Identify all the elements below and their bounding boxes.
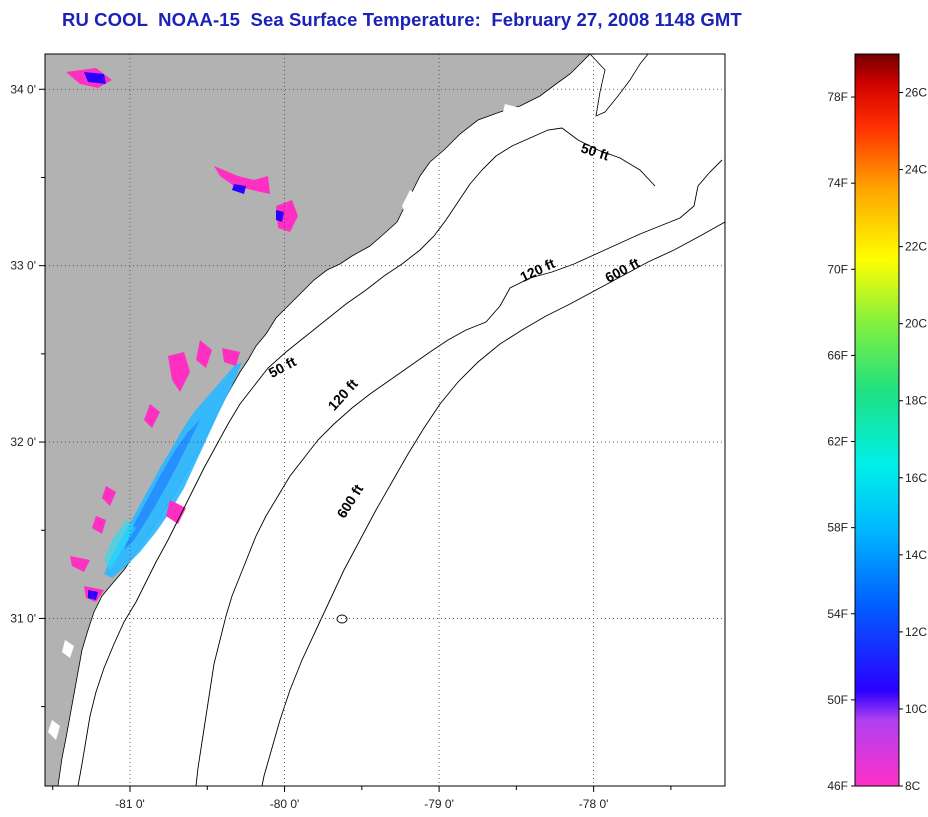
colorbar-f-label: 78F — [827, 90, 848, 104]
colorbar-f-label: 66F — [827, 348, 848, 362]
colorbar-f-label: 58F — [827, 521, 848, 535]
colorbar-c-label: 10C — [905, 702, 927, 716]
contour-120ft — [195, 159, 723, 786]
colorbar-c-label: 14C — [905, 548, 927, 562]
estuary — [503, 104, 520, 116]
colorbar-c-label: 22C — [905, 240, 927, 254]
map-title: RU COOL NOAA-15 Sea Surface Temperature:… — [62, 9, 742, 30]
lat-tick-label: 31 0' — [10, 611, 36, 625]
land — [45, 54, 591, 786]
colorbar-f-label: 46F — [827, 779, 848, 793]
contour-600ft — [261, 221, 725, 786]
colorbar-f-label: 74F — [827, 176, 848, 190]
contour-seamount — [336, 614, 348, 624]
lat-tick-label: 34 0' — [10, 82, 36, 96]
colorbar-f-label: 50F — [827, 693, 848, 707]
colorbar-f-label: 70F — [827, 262, 848, 276]
estuary — [48, 720, 60, 740]
colorbar: 78F 74F 70F 66F 62F 58F 54F 50F 46F 26C 24C 22C 20C… — [827, 53, 927, 793]
sst-cold-patch — [84, 72, 284, 600]
lon-tick-label: -78 0' — [579, 797, 609, 811]
colorbar-c-label: 16C — [905, 471, 927, 485]
estuary — [62, 640, 74, 658]
sst-swath-inner — [124, 420, 200, 550]
colorbar-gradient — [854, 53, 900, 787]
colorbar-c-label: 26C — [905, 86, 927, 100]
contour-50ft — [77, 127, 656, 786]
lon-tick-label: -79 0' — [424, 797, 454, 811]
lon-tick-label: -81 0' — [115, 797, 145, 811]
lon-tick-label: -80 0' — [270, 797, 300, 811]
colorbar-f-label: 62F — [827, 435, 848, 449]
sst-swath-cyan — [104, 520, 136, 570]
map-frame — [44, 53, 726, 787]
lat-tick-label: 33 0' — [10, 259, 36, 273]
lat-tick-label: 32 0' — [10, 435, 36, 449]
colorbar-c-label: 18C — [905, 394, 927, 408]
colorbar-f-label: 54F — [827, 607, 848, 621]
cape-fear-coast — [589, 54, 649, 117]
colorbar-c-label: 8C — [905, 779, 921, 793]
estuary — [402, 190, 418, 216]
colorbar-c-label: 24C — [905, 163, 927, 177]
colorbar-c-label: 12C — [905, 625, 927, 639]
colorbar-c-label: 20C — [905, 317, 927, 331]
bathymetry-contours — [77, 127, 725, 786]
